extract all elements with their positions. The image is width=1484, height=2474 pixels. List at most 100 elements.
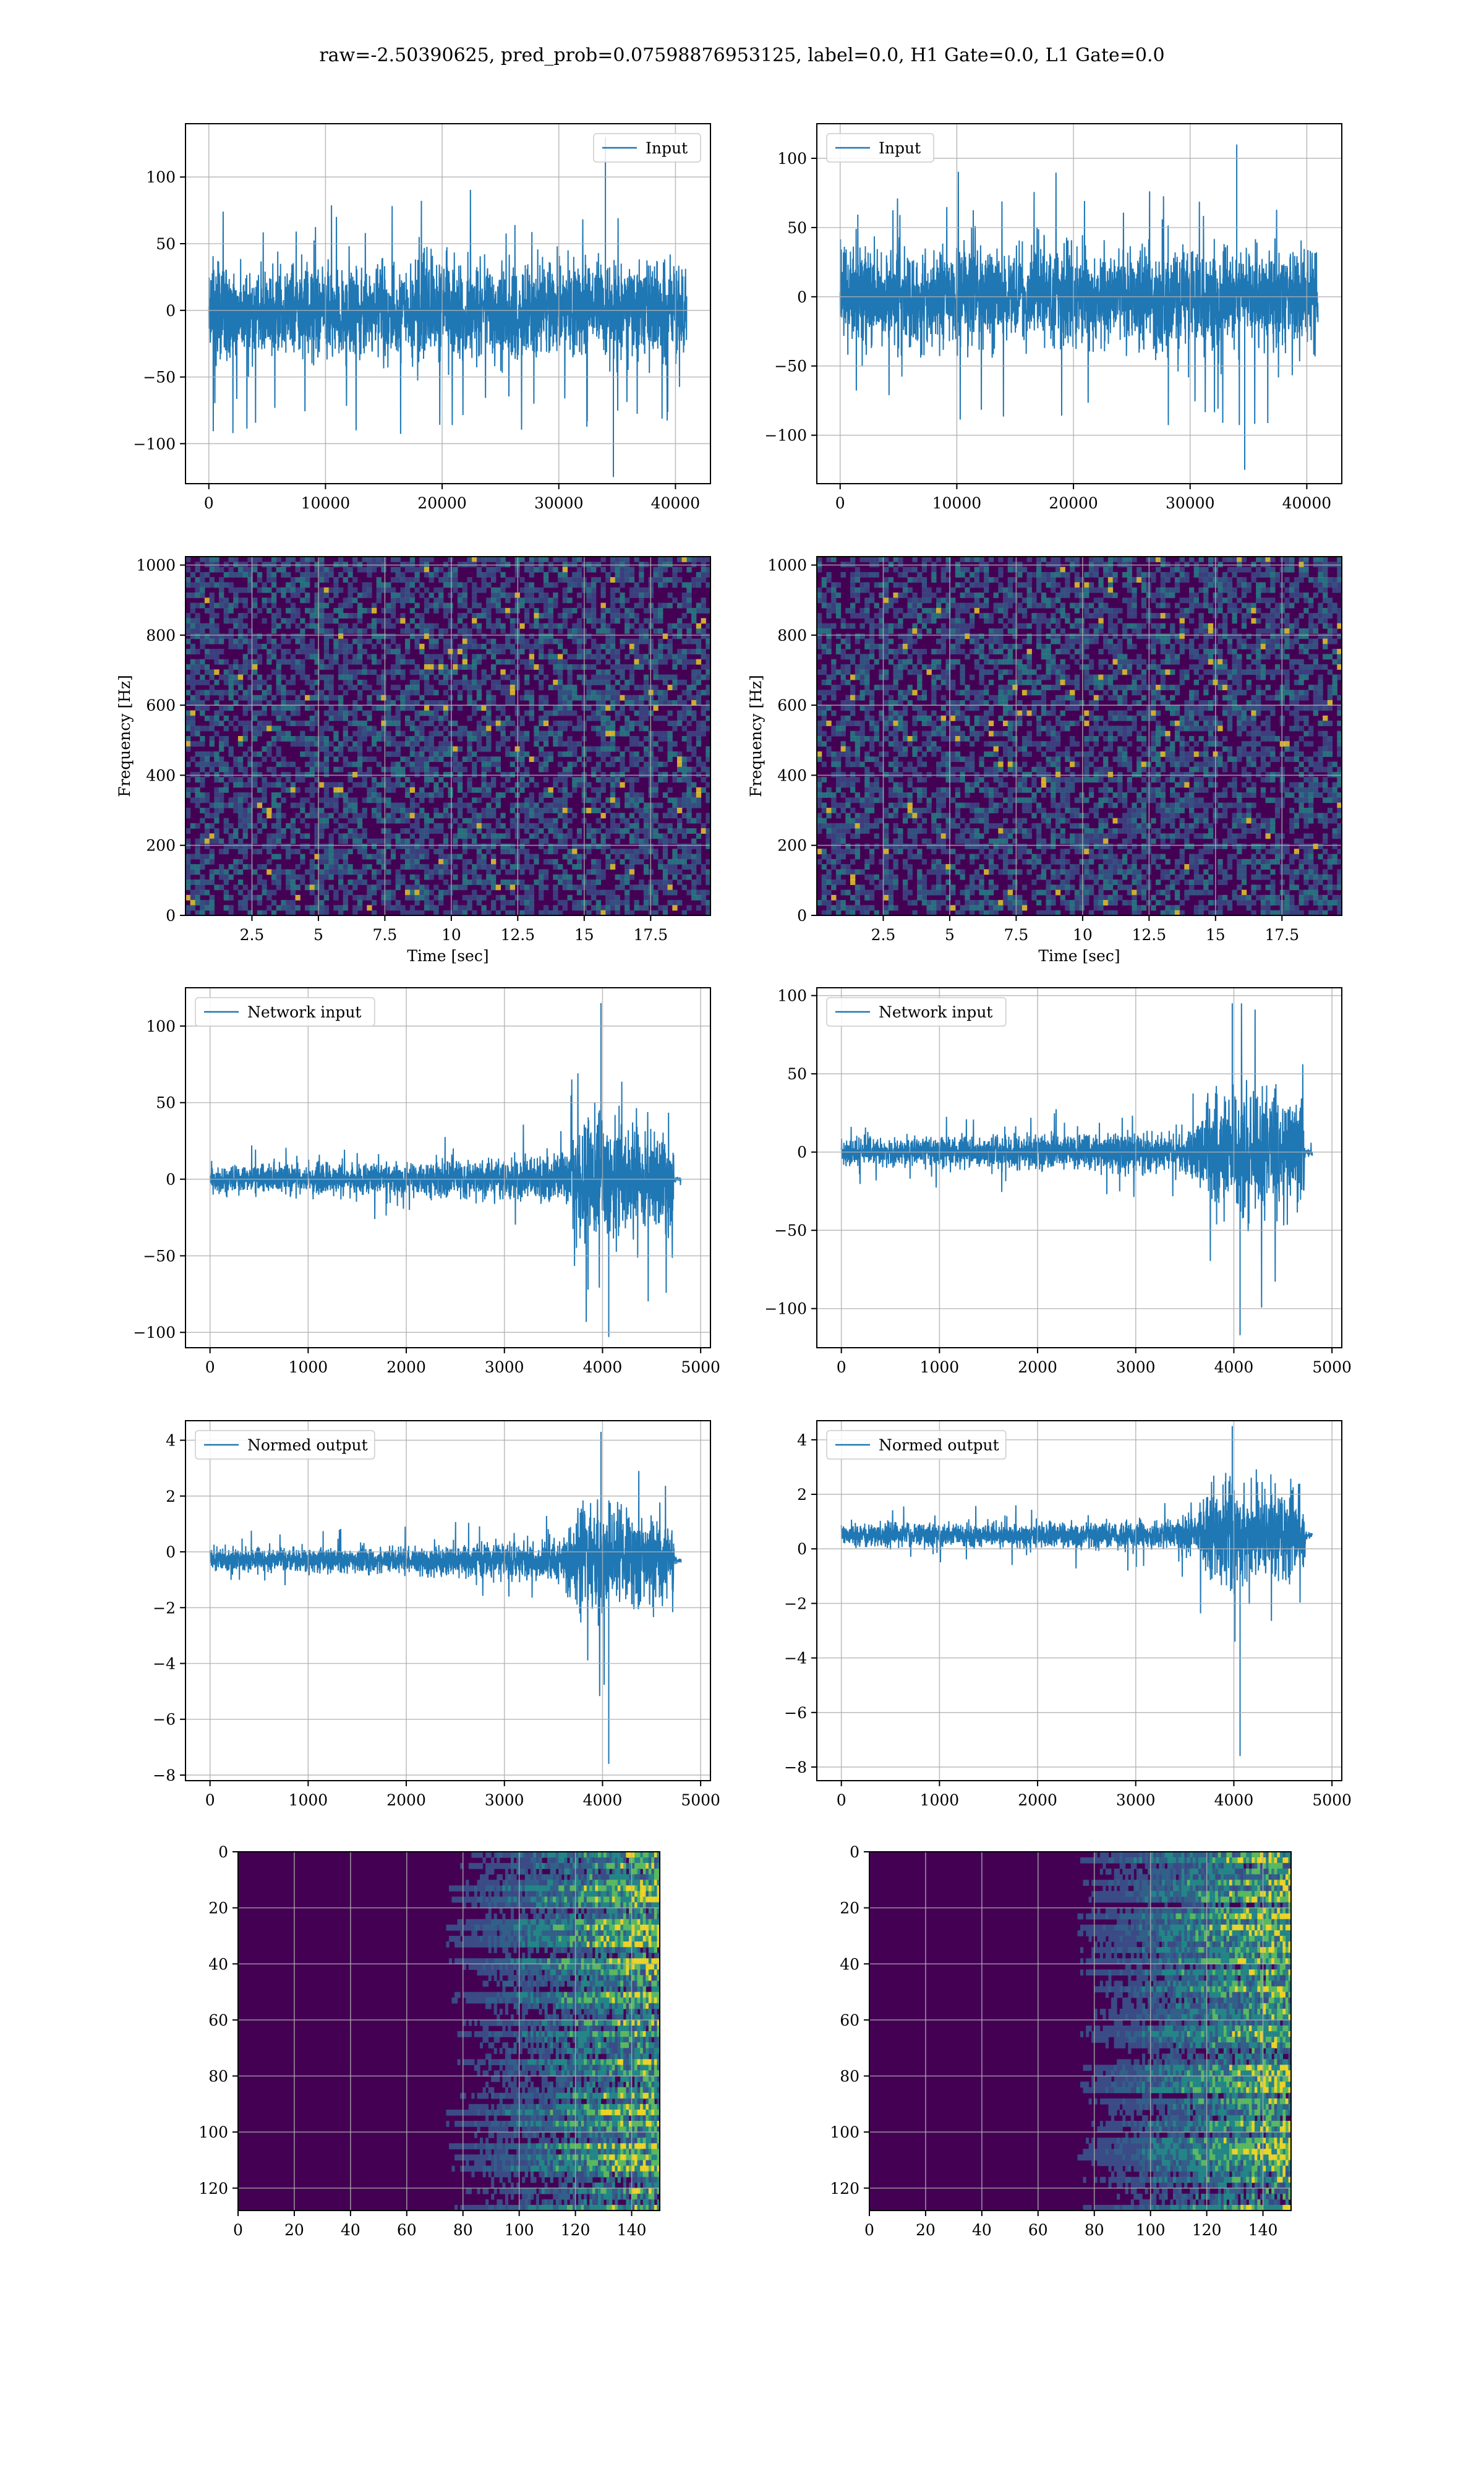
row3-right-ytick-label: 0 <box>797 1144 807 1162</box>
row2-right-ytick-label: 600 <box>777 696 807 714</box>
row4-left-axes: 0 1000 2000 3000 4000 5000 −8 −6 −4 −2 0 2 4 Normed o… <box>153 1420 720 1809</box>
row3-right-xtick-label: 2000 <box>1018 1358 1057 1376</box>
row2-right-xtick-label: 10 <box>1073 926 1093 944</box>
row1-right-ytick-label: 50 <box>787 219 807 237</box>
row4-left-xtick-label: 2000 <box>386 1791 426 1809</box>
row4-right-xtick-label: 5000 <box>1312 1791 1352 1809</box>
row5-left-ytick-label: 100 <box>198 2123 228 2141</box>
row2-left-ytick-label: 200 <box>146 837 176 855</box>
row3-left-frame <box>185 987 711 1348</box>
row2-left-ytick-label: 600 <box>146 696 176 714</box>
row2-right-xtick-label: 5 <box>945 926 955 944</box>
row5-left-frame <box>237 1851 660 2211</box>
row2-right-ytick-label: 0 <box>797 907 807 925</box>
row3-right-axes: 0 1000 2000 3000 4000 5000 −100 −50 0 50 100 Networ… <box>764 987 1352 1376</box>
row2-left-xtick-label: 7.5 <box>373 926 398 944</box>
row4-left-plot-area <box>209 1432 682 1764</box>
row3-left-ytick-label: 0 <box>166 1171 176 1189</box>
row4-left-xtick-label: 5000 <box>681 1791 720 1809</box>
row2-right-axes: 2.5 5 7.5 10 12.5 15 17.5 0 200 400 600 800 1000 Time… <box>747 556 1342 965</box>
row4-left-ytick-label: −6 <box>153 1711 176 1729</box>
row4-right-frame <box>816 1420 1342 1781</box>
row3-right-xtick-label: 3000 <box>1116 1358 1156 1376</box>
row4-left-series-line <box>209 1432 682 1764</box>
row1-right-plot-area <box>839 144 1319 470</box>
row1-left-ytick-label: −50 <box>143 369 176 387</box>
row1-left-xtick-label: 30000 <box>534 494 584 512</box>
row4-right-legend-label: Normed output <box>879 1436 999 1454</box>
row1-right-ytick-label: 0 <box>797 288 807 306</box>
row5-left-ytick-label: 20 <box>208 1899 228 1917</box>
row4-right-xtick-label: 3000 <box>1116 1791 1156 1809</box>
row4-right-ytick-label: −2 <box>784 1594 807 1612</box>
row1-right-legend: Input <box>826 133 934 163</box>
row2-left-ytick-label: 800 <box>146 627 176 644</box>
row2-left-axes: 2.5 5 7.5 10 12.5 15 17.5 0 200 400 600 800 1000 Time… <box>116 556 711 965</box>
row5-right-ytick-label: 0 <box>850 1843 859 1861</box>
row2-right-plot-area <box>817 557 1342 915</box>
row4-left-ytick-label: 2 <box>166 1487 176 1505</box>
row3-left-plot-area <box>209 1003 682 1337</box>
row2-right-xtick-label: 17.5 <box>1264 926 1299 944</box>
row2-right-frame <box>816 556 1342 916</box>
row4-left-ytick-label: −2 <box>153 1599 176 1617</box>
row3-right-xtick-label: 5000 <box>1312 1358 1352 1376</box>
suptitle: raw=-2.50390625, pred_prob=0.07598876953… <box>319 45 1164 66</box>
row2-left-xtick-label: 17.5 <box>633 926 668 944</box>
row4-left-legend: Normed output <box>195 1430 375 1460</box>
row1-right-ytick-label: −100 <box>764 427 807 445</box>
row3-right-xtick-label: 1000 <box>920 1358 960 1376</box>
row1-right-grid <box>817 124 1342 484</box>
row4-right-ytick-label: −4 <box>784 1650 807 1667</box>
row3-left-ytick-label: −100 <box>133 1324 176 1342</box>
row3-right-xtick-label: 0 <box>837 1358 846 1376</box>
row1-left-ytick-label: 50 <box>156 235 176 253</box>
row4-left-frame <box>185 1420 711 1781</box>
row4-left-grid <box>186 1421 710 1781</box>
row5-left-xtick-label: 100 <box>505 2221 534 2239</box>
row3-left-ytick-label: 100 <box>146 1017 176 1035</box>
row4-left-xtick-label: 4000 <box>583 1791 623 1809</box>
row4-right-xtick-label: 0 <box>837 1791 846 1809</box>
row1-left-xtick-label: 20000 <box>417 494 467 512</box>
row5-right-ytick-label: 80 <box>840 2068 859 2086</box>
row4-right-ytick-label: 4 <box>797 1431 807 1449</box>
row4-left-ytick-label: −4 <box>153 1655 176 1673</box>
row5-left-xtick-label: 80 <box>453 2221 473 2239</box>
row2-right-xtick-label: 7.5 <box>1004 926 1029 944</box>
row3-right-frame <box>816 987 1342 1348</box>
row5-left-xtick-label: 140 <box>617 2221 647 2239</box>
row4-right-grid <box>817 1421 1342 1781</box>
row5-right-frame <box>869 1851 1292 2211</box>
row5-left-xtick-label: 120 <box>561 2221 591 2239</box>
row2-left-plot-area <box>186 557 710 915</box>
row5-right-axes: 0 20 40 60 80 100 120 140 0 20 40 60 80 100 120 <box>830 1843 1292 2239</box>
row4-left-ytick-label: 4 <box>166 1432 176 1450</box>
row4-right-ytick-label: −6 <box>784 1704 807 1722</box>
row4-right-xtick-label: 1000 <box>920 1791 960 1809</box>
row1-left-ytick-label: −100 <box>133 435 176 453</box>
row1-left-legend-label: Input <box>646 139 688 157</box>
row5-left-xtick-label: 0 <box>233 2221 243 2239</box>
row5-left-ytick-label: 40 <box>208 1955 228 1973</box>
row4-left-ytick-label: −8 <box>153 1766 176 1784</box>
row1-left-ytick-label: 100 <box>146 168 176 186</box>
row1-right-ytick-label: −50 <box>774 357 807 375</box>
row5-left-ytick-label: 120 <box>198 2180 228 2198</box>
row3-right-xtick-label: 4000 <box>1214 1358 1254 1376</box>
row2-right-xtick-label: 2.5 <box>871 926 896 944</box>
row4-left-xtick-label: 0 <box>205 1791 215 1809</box>
row3-left-ytick-label: 50 <box>156 1094 176 1112</box>
row1-left-frame <box>185 123 711 484</box>
row2-right-xlabel: Time [sec] <box>1038 947 1120 965</box>
row4-left-legend-label: Normed output <box>247 1436 368 1454</box>
row5-right-heatmap-cells <box>1077 1852 1291 2211</box>
row3-left-series-line <box>209 1003 682 1337</box>
row4-right-legend: Normed output <box>826 1430 1007 1460</box>
row1-left-xtick-label: 0 <box>204 494 214 512</box>
row1-left-series-line <box>208 137 688 477</box>
row3-left-xtick-label: 5000 <box>681 1358 720 1376</box>
row5-right-ytick-label: 60 <box>840 2011 859 2029</box>
row5-right-xtick-label: 40 <box>972 2221 992 2239</box>
